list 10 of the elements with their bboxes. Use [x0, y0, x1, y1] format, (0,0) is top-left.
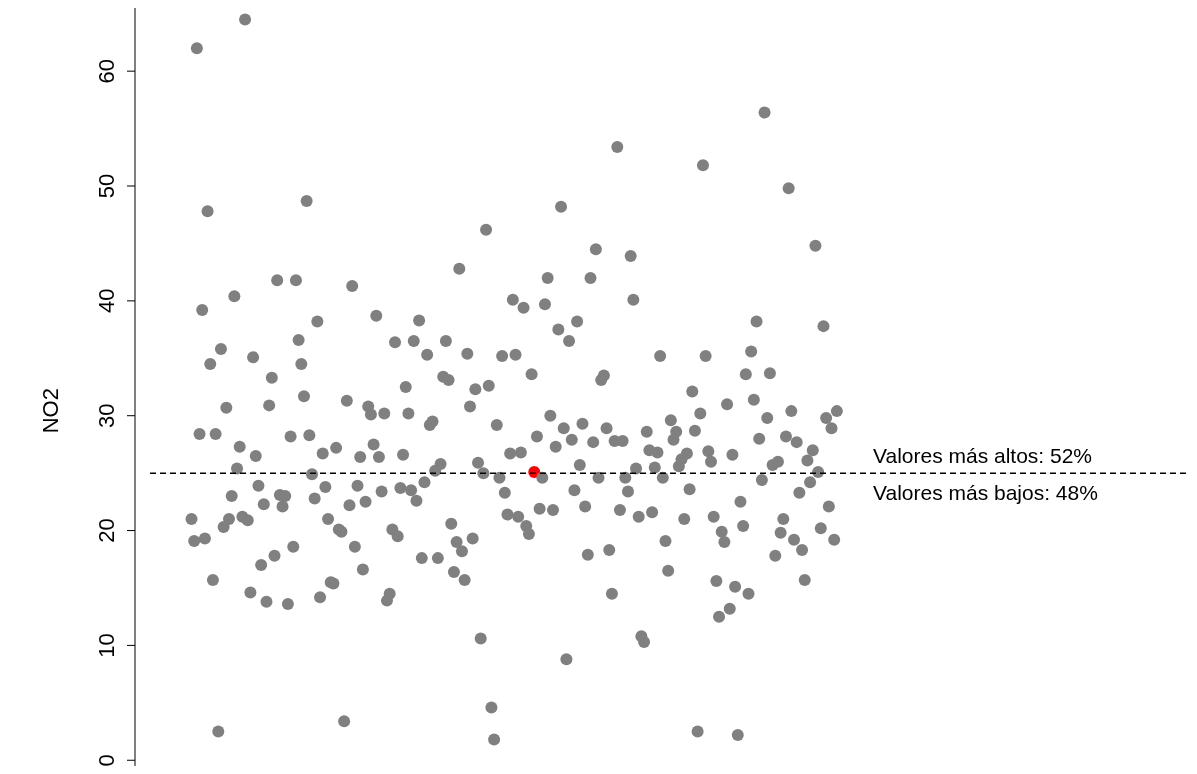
annotation: Valores más altos: 52% [873, 444, 1093, 468]
y-tick-label: 10 [94, 633, 119, 658]
y-tick-label: 20 [94, 518, 119, 543]
y-axis-title: NO2 [38, 388, 63, 434]
y-tick-label: 60 [94, 58, 119, 84]
y-tick-label: 50 [94, 173, 119, 199]
y-tick-label: 30 [94, 403, 119, 428]
annotation: Valores más bajos: 48% [873, 481, 1098, 505]
y-tick-label: 0 [94, 754, 119, 767]
y-tick-label: 40 [94, 288, 119, 314]
